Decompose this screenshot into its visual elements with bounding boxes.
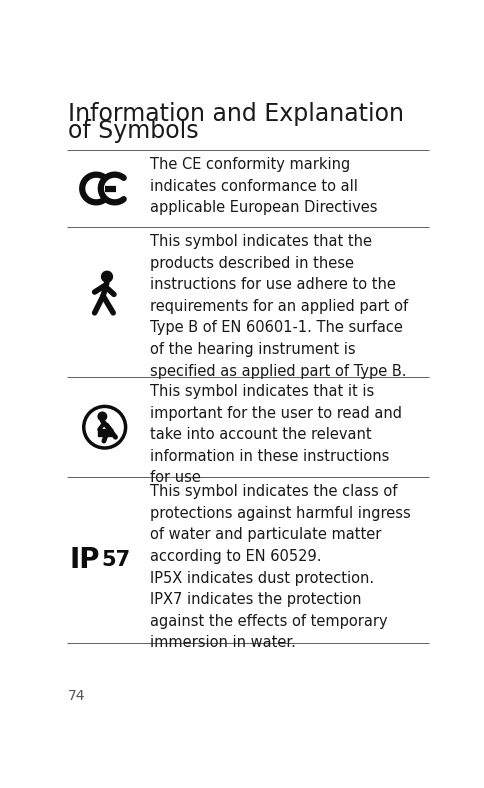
Bar	[98, 429, 112, 436]
Text: IP: IP	[70, 546, 100, 574]
Text: of Symbols: of Symbols	[68, 119, 199, 143]
Text: This symbol indicates that it is
important for the user to read and
take into ac: This symbol indicates that it is importa…	[150, 384, 402, 485]
Circle shape	[102, 271, 112, 282]
Text: 74: 74	[68, 689, 86, 703]
Text: This symbol indicates the class of
protections against harmful ingress
of water : This symbol indicates the class of prote…	[150, 484, 410, 650]
Text: This symbol indicates that the
products described in these
instructions for use : This symbol indicates that the products …	[150, 234, 408, 378]
Text: The CE conformity marking
indicates conformance to all
applicable European Direc: The CE conformity marking indicates conf…	[150, 157, 377, 215]
Circle shape	[98, 412, 106, 421]
Text: 57: 57	[102, 550, 131, 570]
Text: Information and Explanation: Information and Explanation	[68, 102, 404, 126]
